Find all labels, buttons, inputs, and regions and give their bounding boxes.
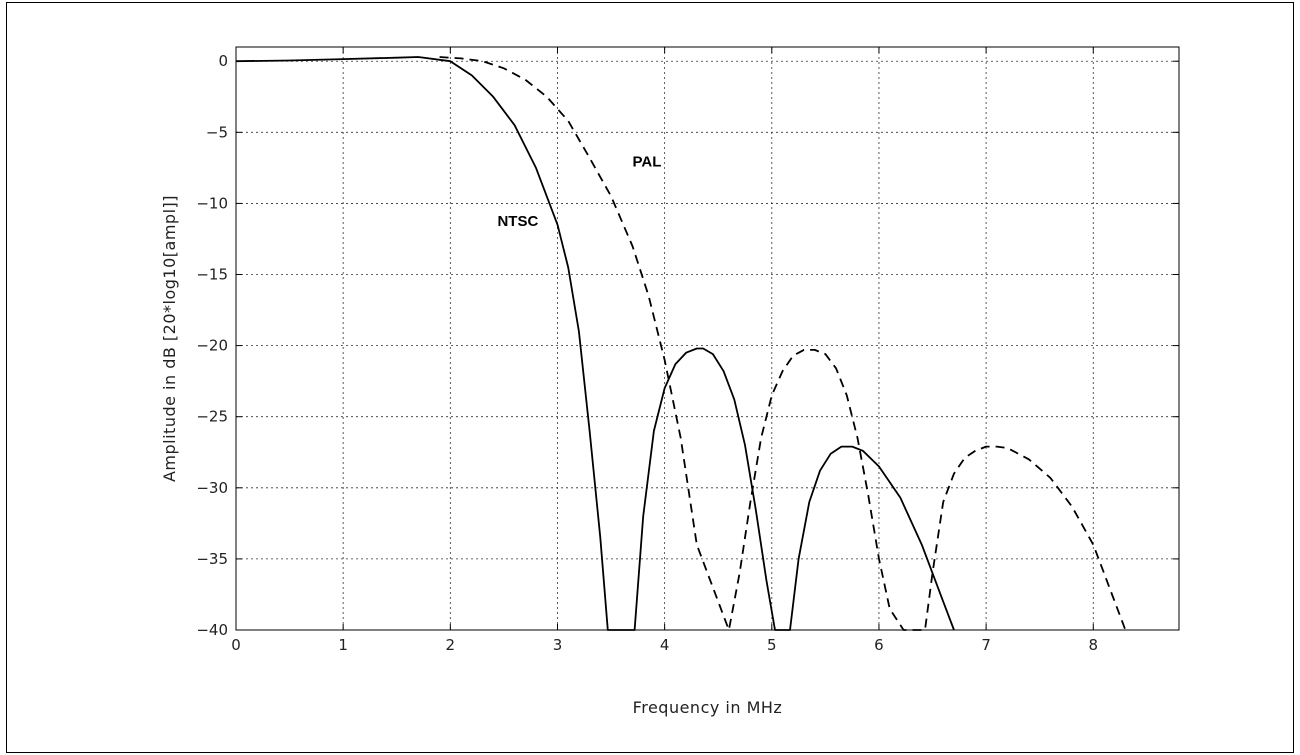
y-tick-label: −25 xyxy=(196,408,228,426)
axes-frame xyxy=(235,46,1180,631)
grid xyxy=(236,47,1179,630)
y-tick-label: −15 xyxy=(196,266,228,284)
y-tick-label: −20 xyxy=(196,337,228,355)
x-axis-label: Frequency in MHz xyxy=(633,698,783,717)
y-tick-label: −10 xyxy=(196,194,228,212)
x-tick-label: 8 xyxy=(1088,636,1098,654)
x-tick-label: 3 xyxy=(553,636,563,654)
chart-svg: 0 1 2 3 4 5 6 7 8 0 −5 −10 −15 −20 −25 −30 −35 −40 PAL NTS… xyxy=(160,46,1180,717)
x-tick-label: 4 xyxy=(660,636,670,654)
x-tick-label: 7 xyxy=(981,636,991,654)
y-tick-label: −40 xyxy=(196,621,228,639)
y-axis-label: Amplitude in dB [20*log10[ampl]] xyxy=(160,195,179,482)
x-tick-label: 5 xyxy=(767,636,777,654)
x-tick-label: 1 xyxy=(338,636,348,654)
y-tick-label: −5 xyxy=(206,123,228,141)
y-tick-label: −30 xyxy=(196,479,228,497)
y-tick-label: 0 xyxy=(218,52,228,70)
plot-series xyxy=(235,56,1127,631)
annotations: PAL NTSC xyxy=(497,153,661,230)
series-line-pal xyxy=(439,56,1127,631)
axis-ticks: 0 1 2 3 4 5 6 7 8 0 −5 −10 −15 −20 −25 −30 −35 −40 xyxy=(196,47,1179,654)
x-tick-label: 0 xyxy=(231,636,241,654)
figure-frame: 0 1 2 3 4 5 6 7 8 0 −5 −10 −15 −20 −25 −30 −35 −40 PAL NTS… xyxy=(6,2,1294,753)
x-tick-label: 2 xyxy=(446,636,456,654)
y-tick-label: −35 xyxy=(196,550,228,568)
annotation-pal: PAL xyxy=(632,153,661,170)
annotation-ntsc: NTSC xyxy=(497,213,538,230)
x-tick-label: 6 xyxy=(874,636,884,654)
series-line-ntsc xyxy=(235,56,955,631)
